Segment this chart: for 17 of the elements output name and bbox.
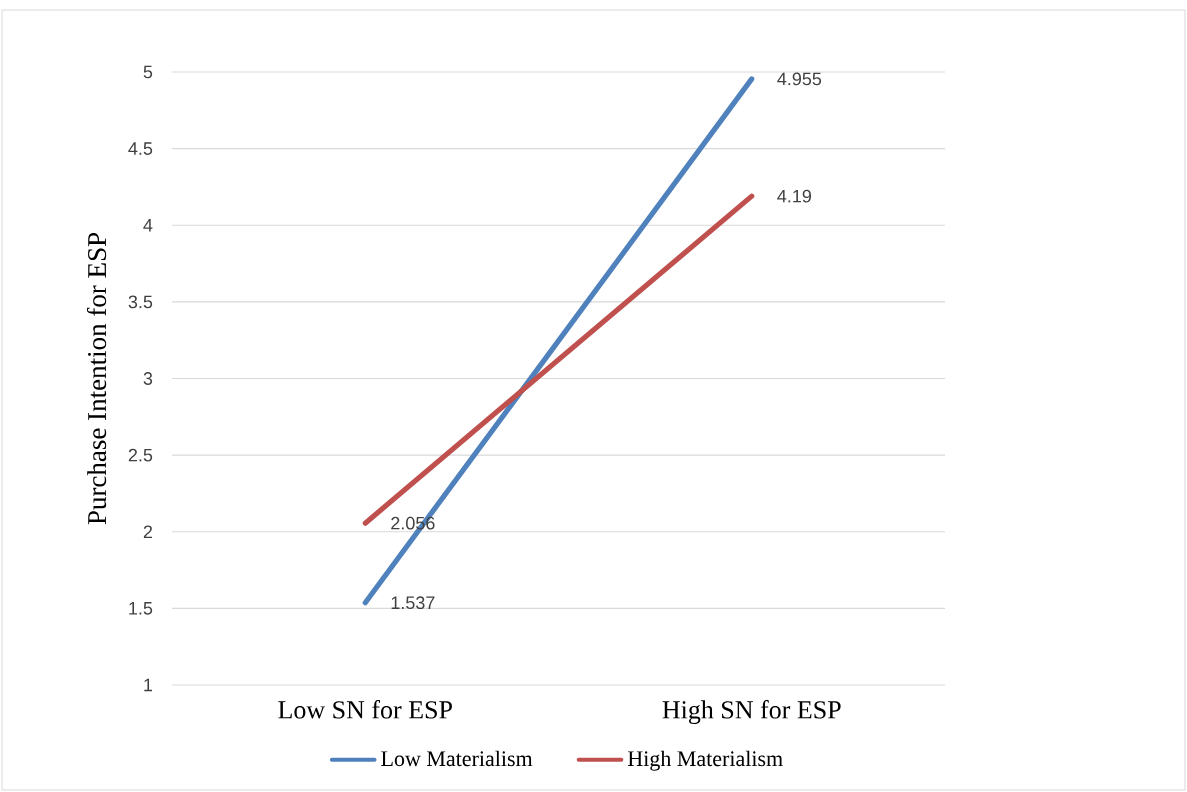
y-tick-label: 1.5 xyxy=(129,602,153,615)
y-axis-title: Purchase Intention for ESP xyxy=(86,233,107,525)
y-tick-label: 2.5 xyxy=(128,448,153,462)
x-tick-label: High SN for ESP xyxy=(662,700,841,724)
y-tick-label: 2 xyxy=(143,525,153,539)
x-tick-label: Low SN for ESP xyxy=(278,700,452,719)
y-tick-label: 3.5 xyxy=(128,295,153,309)
data-label: 4.19 xyxy=(777,189,811,203)
data-label: 4.955 xyxy=(777,72,822,86)
y-tick-label: 5 xyxy=(143,65,153,79)
legend-label: High Materialism xyxy=(627,750,783,771)
y-tick-label: 4 xyxy=(143,219,153,232)
legend-label: Low Materialism xyxy=(381,750,533,767)
y-tick-label: 1 xyxy=(144,678,153,692)
y-tick-label: 4.5 xyxy=(128,142,153,155)
data-label: 1.537 xyxy=(391,596,435,610)
y-tick-label: 3 xyxy=(143,372,153,385)
